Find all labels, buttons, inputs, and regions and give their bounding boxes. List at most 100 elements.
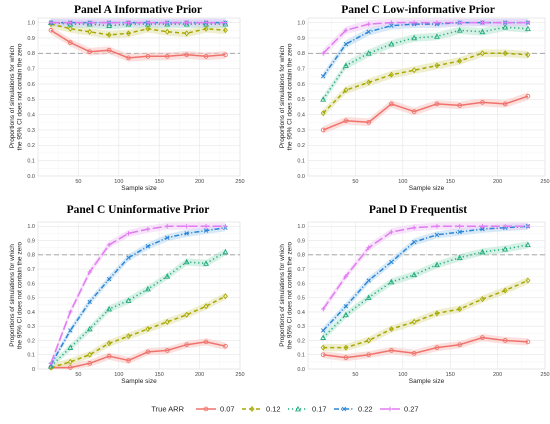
y-tick-label: 1.0	[297, 224, 305, 230]
x-axis-label: Sample size	[409, 378, 445, 385]
data-point	[184, 30, 190, 37]
data-point	[203, 20, 209, 25]
data-point	[480, 224, 485, 229]
data-point	[411, 109, 417, 114]
data-point	[222, 248, 229, 255]
data-point	[87, 49, 93, 55]
series-line	[50, 226, 226, 366]
data-point	[342, 62, 349, 68]
data-point	[365, 50, 372, 56]
x-axis-label: Sample size	[121, 378, 157, 385]
data-point	[67, 25, 73, 32]
data-point	[106, 276, 112, 282]
legend-label: 0.07	[220, 405, 235, 414]
data-point	[145, 53, 151, 59]
y-tick-label: 0.4	[27, 310, 35, 316]
y-tick-label: 0.8	[27, 51, 35, 57]
data-point	[366, 278, 371, 283]
panel-title: Panel C Uninformative Prior	[67, 204, 210, 216]
data-point	[479, 50, 485, 57]
data-point	[502, 287, 508, 294]
legend-marker	[295, 405, 301, 412]
data-point	[223, 20, 228, 25]
data-point	[434, 62, 440, 69]
y-tick-label: 0.4	[297, 113, 305, 119]
y-tick-label: 0.5	[27, 296, 35, 302]
data-point	[525, 224, 531, 229]
data-point	[502, 20, 508, 25]
panel-title: Panel C Low-informative Prior	[341, 4, 495, 16]
data-point	[67, 365, 73, 370]
data-point	[480, 226, 485, 232]
panel-c-uninformative-prior: Panel C Uninformative Prior 0 0.1 0.2 0.3 0.4…	[9, 204, 245, 385]
x-tick-label: 200	[493, 372, 502, 378]
y-tick-label: 0.0	[297, 367, 305, 373]
data-point	[86, 325, 93, 332]
panel-a-informative-prior: Panel A Informative Prior 0.0 0.1 0.2 0.3 0.4…	[9, 4, 245, 192]
data-point	[366, 245, 371, 250]
data-point	[343, 87, 349, 94]
data-point	[524, 25, 531, 32]
data-point	[502, 24, 509, 30]
data-point	[320, 328, 326, 333]
series-line	[322, 225, 528, 332]
data-point	[203, 53, 209, 59]
y-tick-label: 0.0	[27, 174, 35, 180]
y-tick-label: 0.7	[27, 267, 35, 273]
data-point	[411, 239, 417, 245]
y-axis-label-line: the 95% CI does not contain the zero	[287, 43, 294, 150]
x-tick-label: 100	[114, 179, 123, 185]
y-axis-label: Proportions of simulations for whichthe …	[9, 43, 24, 150]
data-point	[456, 27, 463, 33]
data-point	[366, 352, 372, 358]
data-point	[145, 244, 151, 249]
x-axis-label: Sample size	[121, 185, 157, 192]
series-line	[322, 21, 528, 54]
data-point	[366, 29, 371, 35]
y-axis-label-line: Proportions of simulations for which	[279, 244, 286, 347]
series-band	[323, 334, 528, 362]
data-point	[145, 326, 151, 333]
data-point	[126, 231, 131, 236]
data-point	[48, 361, 54, 366]
y-tick-label: 0.2	[297, 338, 305, 344]
data-point	[87, 299, 92, 305]
data-point	[343, 355, 349, 360]
data-point	[479, 248, 486, 255]
data-point	[164, 53, 170, 59]
data-point	[480, 20, 485, 25]
x-tick-label: 100	[114, 372, 123, 378]
data-point	[125, 297, 132, 303]
series-line	[322, 244, 529, 339]
data-point	[457, 229, 462, 235]
data-point	[106, 31, 112, 38]
y-axis-label-line: Proportions of simulations for which	[9, 45, 16, 148]
x-tick-label: 50	[352, 179, 358, 185]
data-point	[388, 71, 394, 78]
data-point	[145, 25, 151, 32]
series-band	[323, 276, 528, 352]
data-point	[456, 254, 463, 261]
y-tick-label: 0.3	[27, 324, 35, 330]
data-point	[68, 20, 73, 25]
data-point	[389, 348, 394, 353]
series-band	[50, 20, 226, 39]
data-point	[434, 101, 440, 107]
y-tick-label: 0.2	[297, 143, 305, 149]
data-point	[320, 51, 326, 56]
data-point	[68, 309, 73, 315]
legend-marker	[249, 405, 255, 413]
y-tick-label: 0.9	[297, 238, 305, 244]
series-band	[50, 292, 226, 369]
data-point	[388, 326, 394, 333]
data-point	[184, 231, 189, 236]
data-point	[203, 339, 209, 345]
data-point	[411, 271, 418, 278]
data-point	[366, 337, 372, 344]
y-tick-label: 0.7	[297, 267, 305, 273]
y-tick-label: 0.7	[297, 67, 305, 73]
y-tick-label: 0.3	[297, 324, 305, 330]
panel-title: Panel D Frequentist	[369, 204, 467, 216]
series-line	[323, 336, 528, 359]
